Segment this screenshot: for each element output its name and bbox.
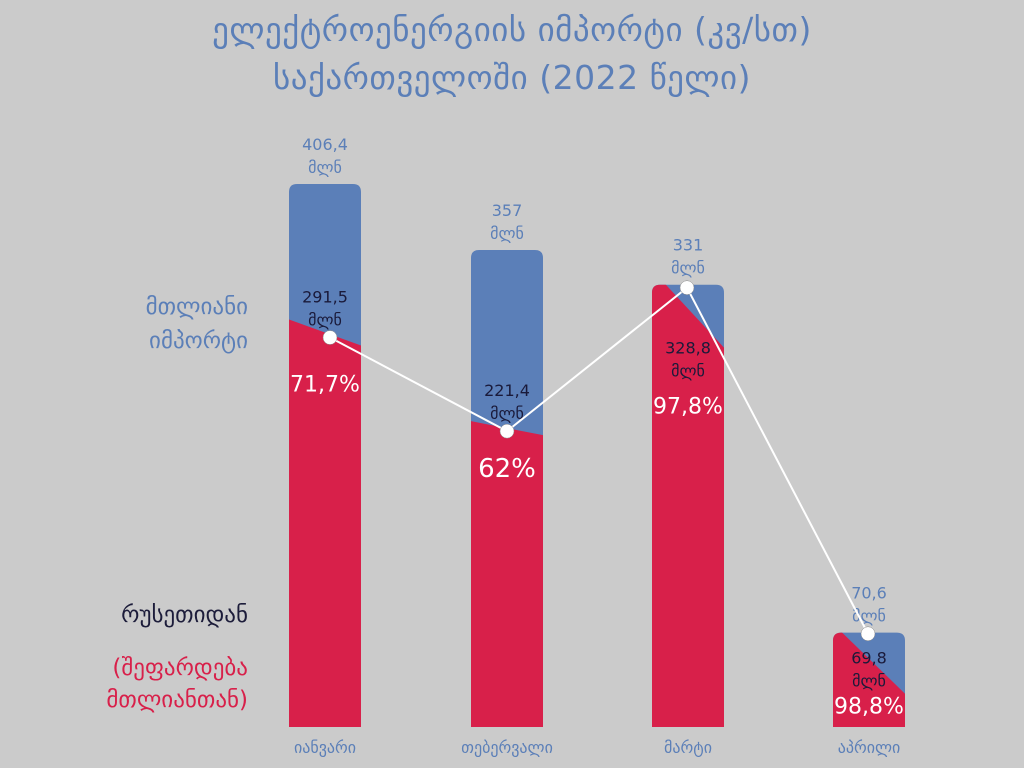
legend-share: (შეფარდება მთლიანთან) [8,652,248,716]
bar-russia-1 [471,421,543,727]
total-value-label-3: 70,6 [851,584,887,603]
trend-point-1 [499,423,515,439]
category-label-0: იანვარი [294,738,356,757]
total-value-label-1: 357 [492,201,523,220]
share-label-2: 97,8% [653,395,723,420]
legend-russia: რუსეთიდან [121,602,248,628]
russia-unit-label-2: მლნ [671,362,705,381]
total-unit-label-0: მლნ [308,158,342,177]
trend-point-2 [679,280,695,295]
russia-unit-label-0: მლნ [308,311,342,330]
chart-title-line-1: ელექტროენერგიის იმპორტი (კვ/სთ) [212,10,812,49]
total-unit-label-3: მლნ [852,607,886,626]
russia-value-label-1: 221,4 [484,381,530,400]
share-label-0: 71,7% [290,373,360,398]
russia-value-label-0: 291,5 [302,288,348,307]
russia-unit-label-3: მლნ [852,672,886,691]
category-label-2: მარტი [664,738,712,757]
share-label-3: 98,8% [834,695,904,720]
russia-value-label-2: 328,8 [665,339,711,358]
russia-value-label-3: 69,8 [851,649,887,668]
total-value-label-0: 406,4 [302,135,348,154]
legend-total-line-2: იმპორტი [149,328,248,354]
total-unit-label-2: მლნ [671,259,705,278]
bar-russia-0 [289,319,361,727]
bar-russia-2 [652,284,724,727]
chart-title-line-2: საქართველოში (2022 წელი) [272,58,752,97]
russia-unit-label-1: მლნ [490,404,524,423]
total-value-label-2: 331 [673,236,704,255]
legend-total-import: მთლიანი იმპორტი [8,290,248,358]
share-label-1: 62% [478,454,536,484]
trend-line [329,286,869,635]
legend-share-line-1: (შეფარდება [112,655,248,681]
trend-point-3 [860,626,876,641]
bar-russia-3 [833,632,905,727]
total-unit-label-1: მლნ [490,224,524,243]
legend-share-line-2: მთლიანთან) [106,687,248,713]
legend-total-line-1: მთლიანი [145,294,248,320]
trend-point-0 [322,330,338,345]
category-label-1: თებერვალი [461,738,553,757]
category-label-3: აპრილი [838,738,901,757]
